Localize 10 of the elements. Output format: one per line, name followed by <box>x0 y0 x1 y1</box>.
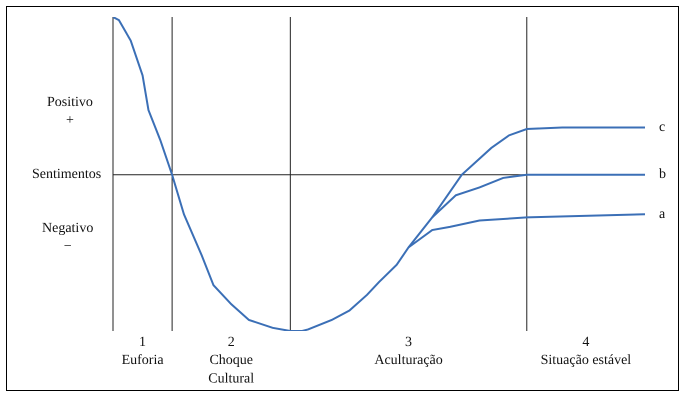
text: Negativo − <box>42 221 94 254</box>
series-label: b <box>659 167 666 182</box>
x-tick-label: 1 Euforia <box>122 335 164 368</box>
series-label: a <box>659 207 666 222</box>
series-label: c <box>659 120 666 135</box>
text: Positivo + <box>47 95 93 128</box>
x-tick-label: 2 Choque Cultural <box>208 335 254 386</box>
x-tick-label: 4 Situação estável <box>540 335 632 368</box>
ref-line-label: Sentimentos <box>32 167 102 182</box>
x-tick-label: 3 Aculturação <box>374 335 443 368</box>
